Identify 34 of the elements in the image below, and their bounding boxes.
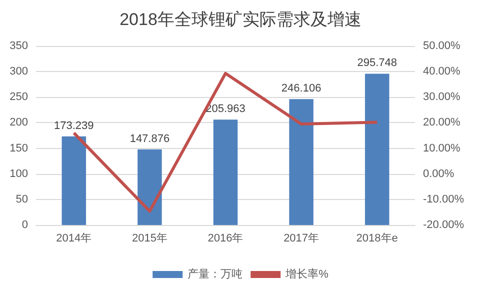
y-tick-label: 350 [10,40,28,52]
y2-tick-label: 20.00% [423,116,461,129]
data-label: 147.876 [130,132,170,145]
bar [138,149,162,225]
x-tick-label: 2014年 [56,232,92,244]
x-tick-label: 2016年 [208,232,244,244]
y2-tick-label: 10.00% [423,142,461,154]
data-label: 295.748 [357,57,397,70]
y2-tick-label: 0.00% [423,168,454,180]
chart-title: 2018年全球锂矿实际需求及增速 [120,10,362,29]
data-label: 246.106 [281,82,322,95]
bar [289,99,314,225]
y2-tick-label: 50.00% [423,40,461,52]
x-tick-label: 2018年e [356,232,398,244]
y2-tick-label: 30.00% [423,91,461,104]
bar [213,120,238,225]
y-tick-label: 100 [10,168,28,180]
y-tick-label: 250 [10,91,28,104]
data-label: 205.963 [206,103,246,116]
y-tick-label: 300 [10,66,28,78]
legend-label: 产量：万吨 [188,268,243,280]
y-tick-label: 200 [10,116,28,129]
data-label: 173.239 [54,120,94,132]
y2-tick-label: -10.00% [423,193,464,206]
bar [62,136,86,225]
y-tick-label: 150 [10,142,28,154]
y-tick-label: 50 [16,193,28,206]
x-tick-label: 2015年 [132,232,168,244]
bar [364,74,390,225]
y2-tick-label: -20.00% [423,219,464,231]
y2-tick-label: 40.00% [423,66,461,78]
legend-label: 增长率% [284,268,329,280]
y-tick-label: 0 [22,219,28,231]
x-tick-label: 2017年 [284,232,320,244]
